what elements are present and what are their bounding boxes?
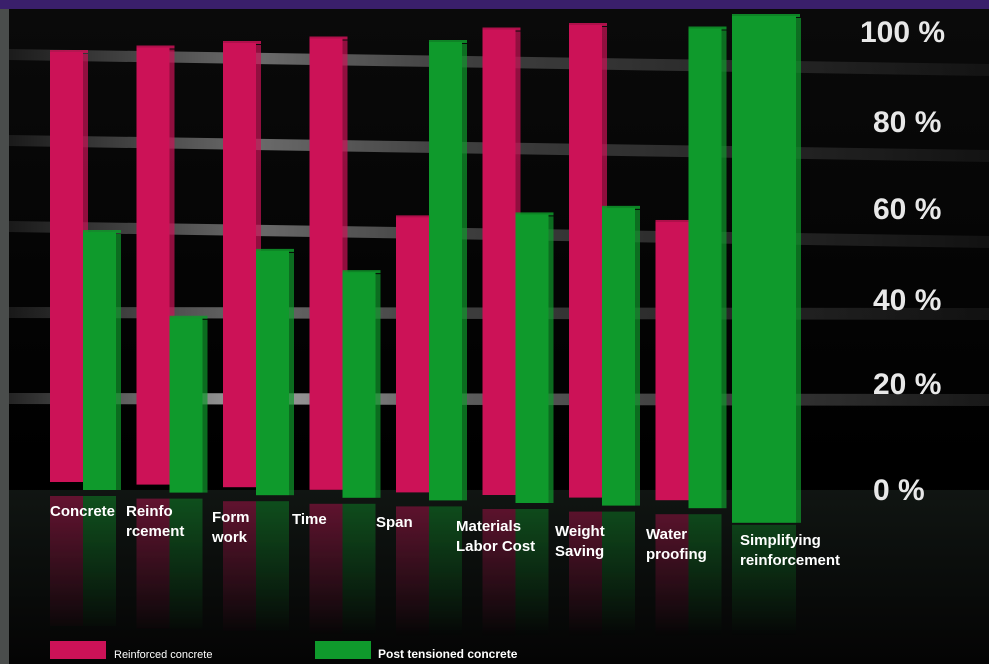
- category-label: Concrete: [50, 503, 115, 520]
- y-tick-label: 60 %: [873, 193, 941, 226]
- bar-post-tensioned: [83, 230, 121, 490]
- y-tick-label: 100 %: [860, 16, 945, 49]
- category-labels: Concrete Reinfo rcement Form work Time Span Mat…: [50, 503, 840, 569]
- top-bar: [0, 0, 989, 9]
- bar-post-tensioned: [169, 315, 208, 493]
- bar-reinforced: [309, 36, 348, 490]
- legend-swatch-reinforced: [50, 641, 106, 659]
- category-label: Water proofing: [646, 526, 707, 563]
- category-label: Simplifying reinforcement: [740, 532, 840, 569]
- bar-reinforced: [482, 27, 521, 495]
- bar-reinforced: [569, 23, 607, 498]
- y-axis-ticks: 0 % 20 % 40 % 60 % 80 % 100 %: [860, 16, 945, 507]
- bars: [50, 14, 801, 523]
- category-label: Reinfo rcement: [126, 503, 184, 540]
- left-frame-strip: [0, 9, 9, 664]
- bar-post-tensioned: [256, 248, 294, 496]
- y-tick-label: 0 %: [873, 474, 925, 507]
- category-label: Span: [376, 514, 413, 531]
- legend-label-post-tensioned: Post tensioned concrete: [378, 647, 518, 661]
- y-tick-label: 20 %: [873, 368, 941, 401]
- bar-reinforced: [396, 215, 434, 493]
- category-label: Form work: [211, 509, 250, 546]
- category-label: Time: [292, 511, 327, 528]
- y-tick-label: 40 %: [873, 284, 941, 317]
- bar-reflections: [50, 496, 796, 645]
- bar-post-tensioned: [515, 212, 554, 503]
- bar-post-tensioned: [688, 26, 727, 509]
- legend-swatch-post-tensioned: [315, 641, 371, 659]
- bar-post-tensioned: [602, 205, 640, 506]
- category-label: Weight Saving: [555, 523, 605, 560]
- bar-reinforced: [136, 45, 175, 485]
- y-tick-label: 80 %: [873, 106, 941, 139]
- bar-reinforced: [655, 219, 694, 501]
- bar-post-tensioned: [732, 14, 801, 523]
- bar-reinforced: [50, 50, 88, 482]
- bar-post-tensioned: [429, 40, 467, 501]
- bar-post-tensioned: [342, 270, 381, 498]
- legend-label-reinforced: Reinforced concrete: [114, 649, 212, 661]
- category-label: Materials Labor Cost: [456, 518, 535, 555]
- legend: Reinforced concrete Post tensioned concr…: [50, 641, 518, 661]
- bar-reinforced: [223, 41, 261, 488]
